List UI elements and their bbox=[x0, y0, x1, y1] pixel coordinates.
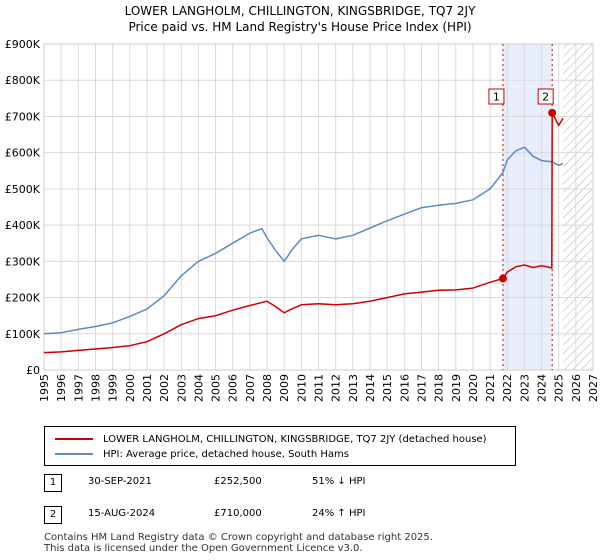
sale-point bbox=[498, 274, 507, 283]
y-tick-label: £500K bbox=[5, 183, 41, 196]
x-tick-label: 2006 bbox=[227, 374, 240, 402]
legend-label-property: LOWER LANGHOLM, CHILLINGTON, KINGSBRIDGE… bbox=[103, 433, 487, 445]
y-tick-label: £900K bbox=[5, 38, 41, 51]
x-tick-label: 2015 bbox=[381, 374, 394, 402]
x-tick-label: 2010 bbox=[295, 374, 308, 402]
transaction-row: 1 30-SEP-2021 £252,500 51% ↓ HPI bbox=[44, 474, 514, 494]
x-tick-label: 1996 bbox=[55, 374, 68, 402]
legend: LOWER LANGHOLM, CHILLINGTON, KINGSBRIDGE… bbox=[44, 426, 516, 466]
x-tick-label: 2008 bbox=[261, 374, 274, 402]
x-tick-label: 2007 bbox=[244, 374, 257, 402]
transaction-hpi: 51% ↓ HPI bbox=[312, 476, 366, 487]
x-tick-label: 1999 bbox=[107, 374, 120, 402]
x-tick-label: 2021 bbox=[484, 374, 497, 402]
x-tick-label: 1998 bbox=[89, 374, 102, 402]
x-tick-label: 2020 bbox=[467, 374, 480, 402]
chart-title: LOWER LANGHOLM, CHILLINGTON, KINGSBRIDGE… bbox=[124, 4, 476, 18]
sale-label-box bbox=[488, 88, 505, 105]
y-tick-label: £600K bbox=[5, 147, 41, 160]
footer-line-1: Contains HM Land Registry data © Crown c… bbox=[44, 532, 433, 543]
x-tick-label: 2002 bbox=[158, 374, 171, 402]
x-tick-label: 2001 bbox=[141, 374, 154, 402]
sale-label-number: 1 bbox=[493, 91, 500, 104]
x-tick-label: 2013 bbox=[347, 374, 360, 402]
x-tick-label: 2018 bbox=[433, 374, 446, 402]
price-chart: £0 £100K £200K £300K £400K £500K £600K £700K £80… bbox=[5, 38, 600, 402]
x-tick-label: 2003 bbox=[175, 374, 188, 402]
x-tick-label: 2025 bbox=[553, 374, 566, 402]
transaction-badge: 2 bbox=[44, 506, 62, 524]
sale-label-box bbox=[537, 88, 554, 105]
x-tick-label: 2022 bbox=[501, 374, 514, 402]
plot-border bbox=[43, 43, 594, 371]
y-tick-label: £700K bbox=[5, 110, 41, 123]
transaction-price: £252,500 bbox=[214, 476, 262, 487]
y-tick-label: £0 bbox=[26, 364, 40, 377]
legend-swatch-blue bbox=[55, 453, 93, 455]
legend-item-property: LOWER LANGHOLM, CHILLINGTON, KINGSBRIDGE… bbox=[55, 432, 487, 446]
y-tick-label: £400K bbox=[5, 219, 41, 232]
y-tick-label: £800K bbox=[5, 74, 41, 87]
x-tick-label: 2000 bbox=[124, 374, 137, 402]
transaction-row: 2 15-AUG-2024 £710,000 24% ↑ HPI bbox=[44, 506, 514, 526]
transaction-badge: 1 bbox=[44, 474, 62, 492]
transaction-hpi: 24% ↑ HPI bbox=[312, 508, 366, 519]
legend-label-hpi: HPI: Average price, detached house, Sout… bbox=[103, 448, 349, 460]
x-tick-label: 2027 bbox=[587, 374, 600, 402]
sale-point bbox=[548, 108, 557, 117]
x-tick-label: 1995 bbox=[38, 374, 51, 402]
x-tick-label: 2026 bbox=[570, 374, 583, 402]
legend-item-hpi: HPI: Average price, detached house, Sout… bbox=[55, 447, 349, 461]
x-tick-label: 2024 bbox=[536, 374, 549, 402]
y-tick-label: £100K bbox=[5, 328, 41, 341]
series-line-hpi bbox=[43, 146, 564, 335]
transaction-date: 15-AUG-2024 bbox=[88, 508, 156, 519]
legend-swatch-red bbox=[55, 438, 93, 440]
transaction-date: 30-SEP-2021 bbox=[88, 476, 152, 487]
sale-label-number: 2 bbox=[542, 91, 549, 104]
x-tick-label: 2017 bbox=[415, 374, 428, 402]
x-tick-label: 2014 bbox=[364, 374, 377, 402]
x-tick-label: 2004 bbox=[192, 374, 205, 402]
x-tick-label: 2005 bbox=[210, 374, 223, 402]
forecast-hatch bbox=[562, 44, 593, 370]
y-tick-label: £200K bbox=[5, 292, 41, 305]
x-tick-label: 2016 bbox=[398, 374, 411, 402]
x-tick-label: 2023 bbox=[518, 374, 531, 402]
transaction-price: £710,000 bbox=[214, 508, 262, 519]
x-tick-label: 2009 bbox=[278, 374, 291, 402]
chart-subtitle: Price paid vs. HM Land Registry's House … bbox=[128, 20, 472, 34]
x-tick-label: 2012 bbox=[330, 374, 343, 402]
y-tick-label: £300K bbox=[5, 255, 41, 268]
x-tick-label: 1997 bbox=[72, 374, 85, 402]
footer-line-2: This data is licensed under the Open Gov… bbox=[44, 543, 363, 554]
grid bbox=[43, 43, 594, 371]
footer: Contains HM Land Registry data © Crown c… bbox=[44, 532, 433, 554]
x-tick-label: 2019 bbox=[450, 374, 463, 402]
series-line-property bbox=[43, 112, 564, 354]
x-tick-label: 2011 bbox=[313, 374, 326, 402]
